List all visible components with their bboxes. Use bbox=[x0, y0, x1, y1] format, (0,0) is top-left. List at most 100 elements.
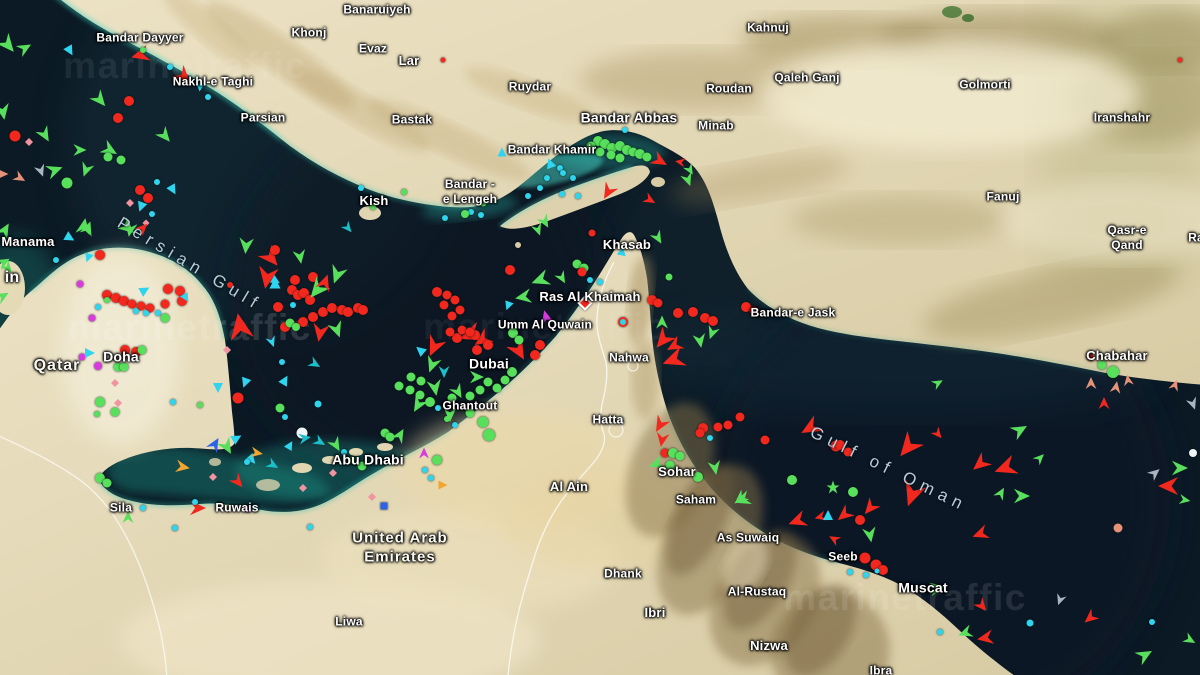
ship-marker-dot[interactable] bbox=[874, 568, 880, 574]
ship-marker-ring[interactable] bbox=[618, 317, 628, 327]
ship-marker-arrow[interactable] bbox=[692, 333, 708, 349]
ship-marker-arrow[interactable] bbox=[649, 326, 677, 354]
ship-marker-circle[interactable] bbox=[113, 113, 123, 123]
ship-marker-dot[interactable] bbox=[78, 353, 86, 361]
ship-marker-circle[interactable] bbox=[668, 448, 678, 458]
ship-marker-arrow[interactable] bbox=[312, 434, 328, 450]
ship-marker-arrow[interactable] bbox=[77, 161, 95, 179]
ship-marker-circle[interactable] bbox=[232, 392, 244, 404]
ship-marker-arrow[interactable] bbox=[438, 366, 450, 378]
ship-marker-circle[interactable] bbox=[483, 377, 493, 387]
ship-marker-triangle[interactable] bbox=[138, 283, 152, 297]
ship-marker-circle[interactable] bbox=[700, 313, 710, 323]
ship-marker-circle[interactable] bbox=[343, 307, 353, 317]
ship-marker-arrow[interactable] bbox=[930, 426, 945, 441]
ship-marker-dot[interactable] bbox=[290, 302, 296, 308]
ship-marker-circle[interactable] bbox=[95, 473, 105, 483]
ship-marker-circle[interactable] bbox=[735, 412, 745, 422]
ship-marker-arrow[interactable] bbox=[0, 220, 15, 240]
ship-marker-circle[interactable] bbox=[285, 318, 295, 328]
ship-marker-arrow[interactable] bbox=[225, 311, 255, 341]
ship-marker-circle[interactable] bbox=[120, 345, 130, 355]
ship-marker-dot[interactable] bbox=[140, 47, 146, 53]
ship-marker-diamond[interactable] bbox=[223, 346, 231, 354]
ship-marker-circle[interactable] bbox=[600, 139, 610, 149]
ship-marker-circle[interactable] bbox=[425, 397, 435, 407]
ship-marker-arrow[interactable] bbox=[1185, 396, 1200, 411]
ship-marker-dot[interactable] bbox=[104, 297, 110, 303]
ship-marker-circle[interactable] bbox=[447, 311, 457, 321]
ship-marker-circle[interactable] bbox=[457, 325, 467, 335]
ship-marker-dot[interactable] bbox=[444, 416, 450, 422]
ship-marker-arrow[interactable] bbox=[89, 89, 112, 112]
ship-marker-triangle[interactable] bbox=[213, 383, 223, 393]
ship-marker-circle[interactable] bbox=[507, 367, 517, 377]
ship-marker-dot[interactable] bbox=[244, 505, 252, 513]
ship-marker-circle[interactable] bbox=[432, 287, 442, 297]
ship-marker-circle[interactable] bbox=[855, 515, 865, 525]
ship-marker-circle[interactable] bbox=[472, 345, 482, 355]
ship-marker-circle[interactable] bbox=[688, 307, 698, 317]
ship-marker-circle[interactable] bbox=[470, 330, 480, 340]
ship-marker-circle[interactable] bbox=[293, 290, 303, 300]
ship-marker-arrow[interactable] bbox=[0, 32, 21, 57]
ship-marker-arrow[interactable] bbox=[1158, 476, 1178, 496]
ship-marker-triangle[interactable] bbox=[166, 183, 180, 197]
ship-marker-port[interactable] bbox=[577, 295, 593, 311]
ship-marker-arrow[interactable] bbox=[897, 480, 928, 511]
ship-marker-dot[interactable] bbox=[88, 314, 96, 322]
ship-marker-circle[interactable] bbox=[127, 299, 137, 309]
ship-marker-arrow[interactable] bbox=[654, 432, 670, 448]
ship-marker-dot[interactable] bbox=[559, 191, 565, 197]
ship-marker-dot[interactable] bbox=[1026, 619, 1034, 627]
ship-marker-dot[interactable] bbox=[279, 359, 285, 365]
ship-marker-dot[interactable] bbox=[197, 402, 203, 408]
ship-marker-circle[interactable] bbox=[465, 391, 475, 401]
ship-marker-triangle[interactable] bbox=[544, 157, 557, 170]
ship-marker-circle[interactable] bbox=[447, 393, 457, 403]
ship-marker-dot[interactable] bbox=[401, 189, 407, 195]
ship-marker-circle[interactable] bbox=[1189, 449, 1197, 457]
ship-marker-arrow[interactable] bbox=[704, 325, 721, 342]
ship-marker-dot[interactable] bbox=[94, 411, 100, 417]
ship-marker-circle[interactable] bbox=[292, 323, 300, 331]
ship-marker-dot[interactable] bbox=[143, 310, 149, 316]
ship-marker-triangle[interactable] bbox=[439, 481, 448, 490]
ship-marker-dot[interactable] bbox=[435, 405, 441, 411]
ship-marker-dot[interactable] bbox=[707, 435, 713, 441]
ship-marker-arrow[interactable] bbox=[930, 375, 945, 390]
ship-marker-arrow[interactable] bbox=[74, 144, 87, 157]
ship-marker-dot[interactable] bbox=[588, 229, 596, 237]
ship-marker-dot[interactable] bbox=[863, 572, 869, 578]
ship-marker-circle[interactable] bbox=[492, 383, 502, 393]
ship-marker-dot[interactable] bbox=[370, 204, 376, 210]
ship-marker-diamond[interactable] bbox=[25, 138, 33, 146]
ship-marker-diamond[interactable] bbox=[142, 219, 150, 227]
ship-marker-circle[interactable] bbox=[455, 305, 465, 315]
ship-marker-dot[interactable] bbox=[422, 467, 428, 473]
ship-marker-arrow[interactable] bbox=[674, 156, 686, 168]
ship-marker-circle[interactable] bbox=[586, 141, 596, 151]
ship-marker-circle[interactable] bbox=[119, 296, 129, 306]
ship-marker-circle[interactable] bbox=[673, 308, 683, 318]
ship-marker-square[interactable] bbox=[380, 502, 388, 510]
ship-marker-arrow[interactable] bbox=[205, 434, 224, 453]
ship-marker-circle[interactable] bbox=[848, 487, 858, 497]
ship-marker-circle[interactable] bbox=[461, 210, 469, 218]
ship-marker-arrow[interactable] bbox=[659, 346, 687, 374]
ship-marker-arrow[interactable] bbox=[12, 170, 28, 186]
ship-marker-circle[interactable] bbox=[380, 428, 390, 438]
ship-marker-dot[interactable] bbox=[192, 499, 198, 505]
ship-marker-circle[interactable] bbox=[723, 420, 733, 430]
ship-marker-triangle[interactable] bbox=[823, 510, 833, 520]
ship-marker-circle[interactable] bbox=[708, 316, 718, 326]
ship-marker-arrow[interactable] bbox=[707, 460, 723, 476]
ship-marker-arrow[interactable] bbox=[530, 222, 545, 237]
ship-marker-circle[interactable] bbox=[477, 416, 489, 428]
ship-marker-circle[interactable] bbox=[95, 397, 105, 407]
ship-marker-arrow[interactable] bbox=[973, 597, 991, 615]
ship-marker-circle[interactable] bbox=[119, 362, 129, 372]
ship-marker-arrow[interactable] bbox=[175, 459, 191, 475]
ship-marker-triangle[interactable] bbox=[284, 439, 296, 451]
